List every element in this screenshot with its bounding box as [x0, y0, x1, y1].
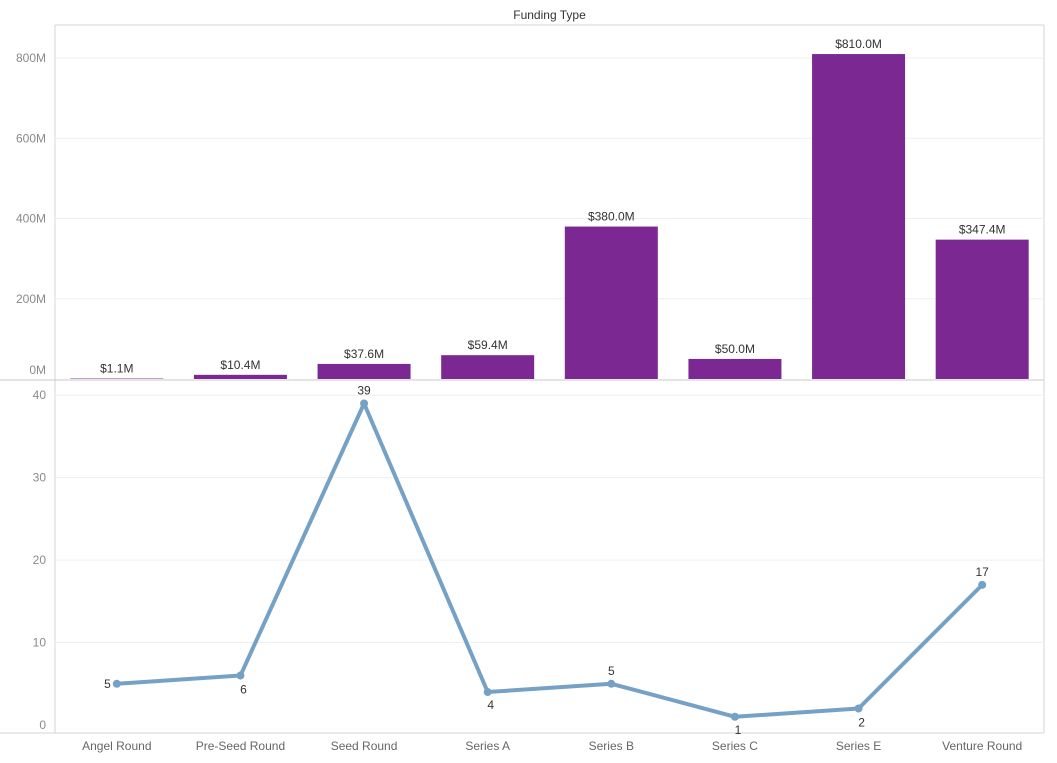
line-value-label: 39 — [357, 383, 371, 397]
x-category-label: Pre-Seed Round — [196, 739, 285, 753]
x-category-label: Seed Round — [331, 739, 398, 753]
bar-value-label: $59.4M — [468, 338, 508, 352]
bar-y-tick-label: 600M — [16, 131, 46, 145]
bar-value-label: $380.0M — [588, 210, 635, 224]
bar-value-label: $347.4M — [959, 223, 1006, 237]
x-axis: Angel Round Pre-Seed Round Seed Round Serie… — [82, 739, 1022, 753]
bar-y-tick-label: 200M — [16, 292, 46, 306]
chart-title: Funding Type — [513, 8, 586, 22]
line-point — [112, 679, 121, 688]
bar-pane: 0M 200M 400M 600M 800M $1.1M $10.4M $37.6M $59.4… — [16, 37, 1044, 379]
line-pane: 0 10 20 30 40 5 6 39 4 5 1 2 17 — [33, 383, 1044, 737]
bar — [317, 363, 411, 379]
bar-value-label: $50.0M — [715, 342, 755, 356]
x-category-label: Series C — [712, 739, 758, 753]
bar — [193, 374, 287, 379]
line-y-tick-label: 30 — [33, 471, 47, 485]
x-category-label: Angel Round — [82, 739, 151, 753]
x-category-label: Series B — [589, 739, 634, 753]
x-category-label: Series A — [465, 739, 510, 753]
bar — [564, 226, 658, 379]
line-y-tick-label: 40 — [33, 388, 47, 402]
line-point — [607, 679, 616, 688]
line-value-label: 2 — [858, 716, 865, 730]
line-value-label: 1 — [735, 723, 742, 737]
line-y-tick-label: 10 — [33, 636, 47, 650]
bar — [688, 358, 782, 379]
bar-value-label: $10.4M — [220, 358, 260, 372]
chart-frame — [0, 24, 1045, 734]
bar — [441, 355, 535, 379]
line-point — [854, 704, 863, 713]
line-y-tick-label: 0 — [39, 718, 46, 732]
line-value-label: 4 — [487, 698, 494, 712]
line-value-label: 5 — [104, 677, 111, 691]
x-category-label: Series E — [836, 739, 881, 753]
line-series — [114, 401, 985, 719]
bar-y-tick-label: 0M — [29, 363, 46, 377]
line-point — [236, 671, 245, 680]
bar-value-label: $810.0M — [835, 37, 882, 51]
line-value-label: 6 — [240, 683, 247, 697]
line-point — [730, 712, 739, 721]
line-y-tick-label: 20 — [33, 553, 47, 567]
bar-y-tick-label: 400M — [16, 212, 46, 226]
line-point — [978, 580, 987, 589]
bar — [812, 54, 906, 379]
line-point — [483, 688, 492, 697]
line-value-label: 17 — [976, 565, 990, 579]
bar-y-tick-label: 800M — [16, 51, 46, 65]
bar-value-label: $1.1M — [100, 362, 133, 376]
line-value-label: 5 — [608, 664, 615, 678]
bar-value-label: $37.6M — [344, 347, 384, 361]
x-category-label: Venture Round — [942, 739, 1022, 753]
line-point — [360, 399, 369, 408]
bar — [935, 239, 1029, 379]
